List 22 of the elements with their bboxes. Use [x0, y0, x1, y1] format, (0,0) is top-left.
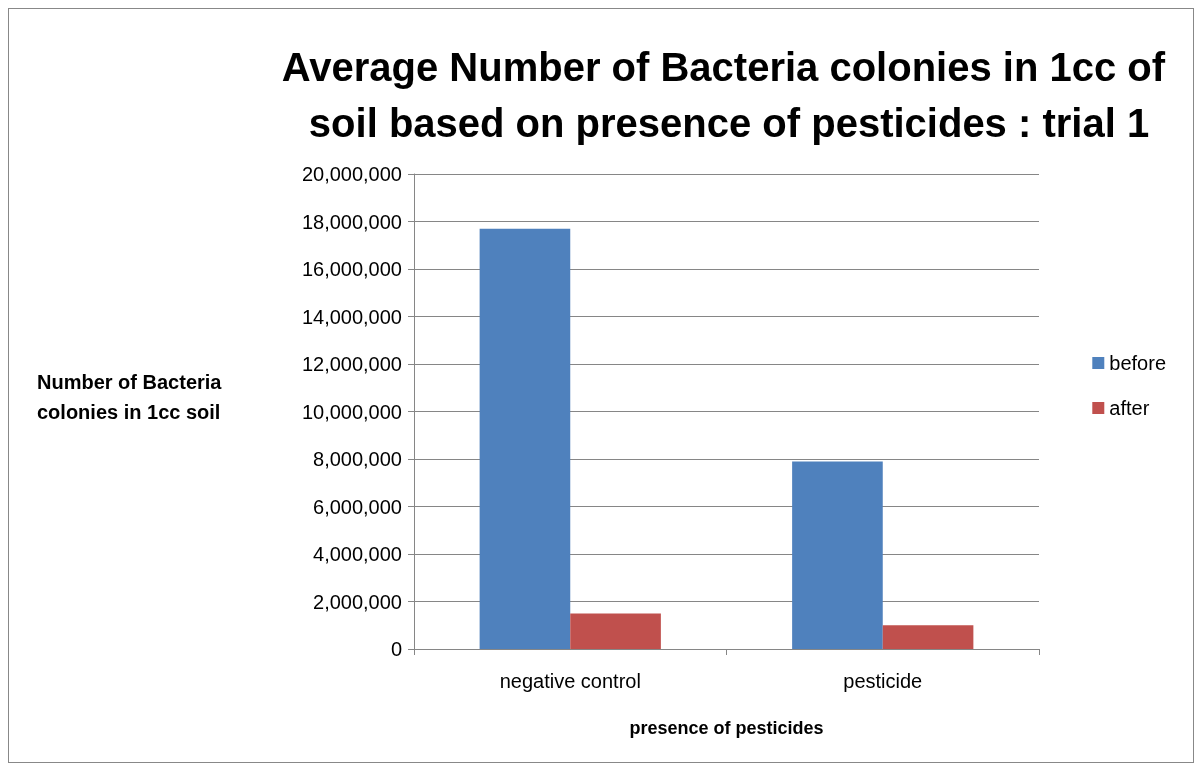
bar — [792, 461, 883, 649]
legend-label: before — [1109, 352, 1167, 374]
y-axis-title: Number of Bacteria colonies in 1cc soil — [37, 371, 228, 423]
y-tick-label: 4,000,000 — [313, 543, 402, 565]
x-tick-label: pesticide — [843, 670, 923, 692]
y-tick-label: 16,000,000 — [301, 258, 402, 280]
x-tick-label: negative control — [499, 670, 641, 692]
y-tick-label: 18,000,000 — [301, 210, 402, 233]
y-tick-label: 8,000,000 — [313, 448, 402, 470]
y-tick-label: 0 — [390, 638, 402, 660]
chart-title: Average Number of Bacteria colonies in 1cc of soil based on presence of pesticides : trial 1 — [281, 45, 1177, 145]
bar — [479, 228, 571, 649]
legend-label: after — [1109, 397, 1150, 419]
y-tick-label: 14,000,000 — [301, 305, 402, 328]
y-tick-label: 20,000,000 — [301, 163, 402, 185]
y-tick-label: 12,000,000 — [301, 353, 402, 375]
y-tick-label: 2,000,000 — [313, 590, 402, 613]
y-tick-label: 6,000,000 — [313, 495, 402, 518]
x-axis-title: presence of pesticides — [629, 718, 824, 738]
bar — [882, 625, 974, 649]
y-tick-label: 10,000,000 — [301, 400, 402, 423]
bar — [570, 613, 661, 649]
